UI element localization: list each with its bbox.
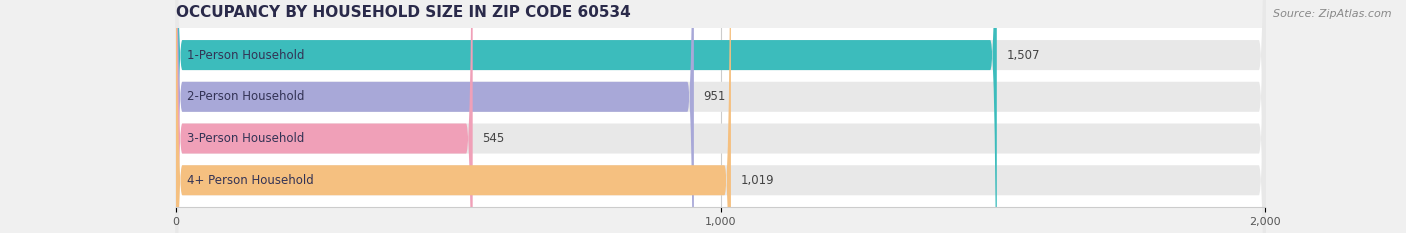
Text: 1,507: 1,507: [1007, 48, 1040, 62]
FancyBboxPatch shape: [176, 0, 472, 233]
Text: 1-Person Household: 1-Person Household: [187, 48, 304, 62]
Text: 4+ Person Household: 4+ Person Household: [187, 174, 314, 187]
Text: 951: 951: [703, 90, 725, 103]
Text: 3-Person Household: 3-Person Household: [187, 132, 304, 145]
Text: Source: ZipAtlas.com: Source: ZipAtlas.com: [1274, 9, 1392, 19]
FancyBboxPatch shape: [176, 0, 1265, 233]
FancyBboxPatch shape: [176, 0, 1265, 233]
FancyBboxPatch shape: [176, 0, 997, 233]
FancyBboxPatch shape: [176, 0, 731, 233]
FancyBboxPatch shape: [176, 0, 1265, 233]
Text: OCCUPANCY BY HOUSEHOLD SIZE IN ZIP CODE 60534: OCCUPANCY BY HOUSEHOLD SIZE IN ZIP CODE …: [176, 5, 630, 20]
FancyBboxPatch shape: [176, 0, 695, 233]
Text: 545: 545: [482, 132, 505, 145]
Text: 2-Person Household: 2-Person Household: [187, 90, 304, 103]
FancyBboxPatch shape: [176, 0, 1265, 233]
Text: 1,019: 1,019: [741, 174, 775, 187]
